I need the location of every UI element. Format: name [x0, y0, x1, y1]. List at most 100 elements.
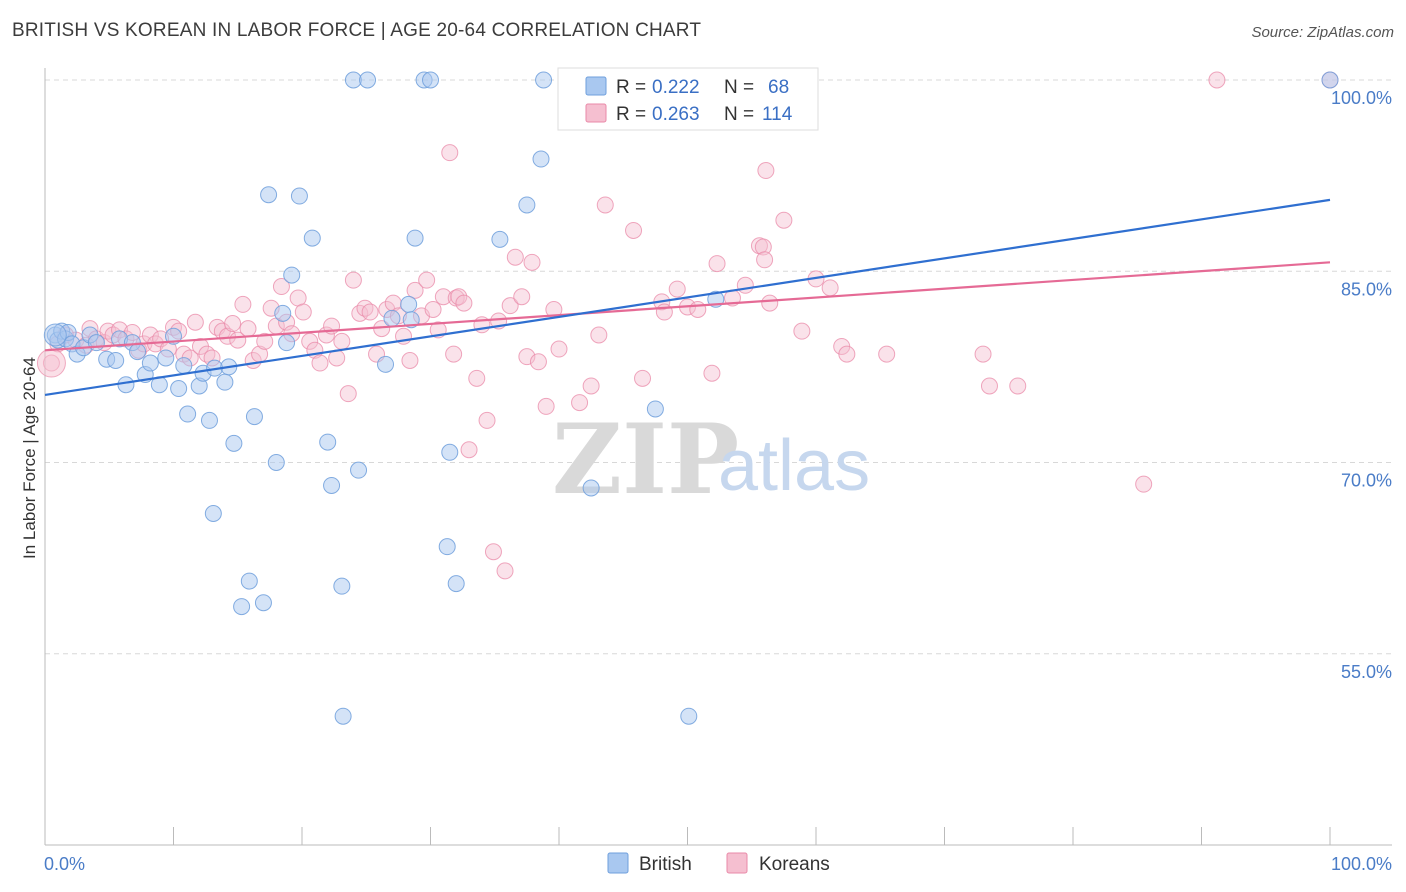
watermark-zip: ZIP	[552, 403, 739, 516]
korean-point-89	[550, 340, 568, 358]
korean-point-51	[339, 385, 357, 403]
british-point-52	[400, 295, 418, 313]
korean-point-44	[301, 332, 319, 350]
british-point-44	[323, 476, 341, 494]
korean-point-78	[484, 543, 502, 561]
british-point-35	[254, 594, 272, 612]
y-axis-label: In Labor Force | Age 20-64	[20, 357, 39, 559]
korean-point-87	[537, 397, 555, 415]
british-point-51	[383, 309, 401, 327]
legend-british-n-value: 68	[768, 77, 789, 98]
korean-point-109	[757, 162, 775, 180]
x-tick-label-1: 100.0%	[1331, 854, 1392, 874]
y-tick-label-3: 100.0%	[1331, 88, 1392, 108]
korean-point-96	[634, 369, 652, 387]
british-point-31	[225, 434, 243, 452]
korean-point-121	[1135, 475, 1153, 493]
bottom-legend-british-label: British	[639, 854, 692, 875]
chart-title: BRITISH VS KOREAN IN LABOR FORCE | AGE 2…	[12, 20, 702, 41]
korean-point-101	[689, 301, 707, 318]
british-point-65	[646, 400, 664, 418]
korean-point-105	[736, 276, 754, 294]
bottom-legend-british-swatch	[607, 852, 629, 874]
korean-point-cluster	[36, 348, 66, 378]
legend-korean-swatch	[585, 103, 607, 123]
korean-point-118	[974, 345, 992, 363]
british-point-40	[283, 266, 301, 284]
korean-point-81	[501, 297, 519, 315]
bottom-legend: British Koreans	[607, 852, 830, 875]
british-point-61	[518, 196, 536, 214]
legend-korean-n-value: 114	[762, 104, 793, 125]
bottom-legend-korean-swatch	[726, 852, 748, 874]
korean-point-85	[523, 253, 541, 271]
british-point-68	[1321, 71, 1339, 89]
british-point-42	[303, 229, 321, 247]
korean-point-108	[756, 251, 774, 269]
korean-point-102	[703, 364, 721, 382]
y-tick-label-0: 55.0%	[1341, 662, 1392, 682]
korean-point-32	[234, 295, 252, 313]
x-tick-labels: 0.0% 100.0%	[44, 854, 1392, 874]
korean-trendline	[44, 261, 1331, 352]
y-tick-label-1: 70.0%	[1341, 471, 1392, 491]
british-point-41	[290, 187, 308, 205]
british-point-37	[267, 454, 285, 471]
legend-british-r-label: R =	[616, 77, 646, 98]
legend-box: R = 0.222 N = 68 R = 0.263 N = 114	[557, 67, 819, 131]
british-point-45	[333, 577, 351, 595]
british-point-23	[179, 405, 197, 423]
x-tick-label-0: 0.0%	[44, 854, 85, 874]
british-point-36	[260, 186, 278, 204]
british-point-46	[334, 707, 352, 725]
korean-point-114	[821, 279, 839, 297]
source-label: Source: ZipAtlas.com	[1251, 24, 1394, 41]
korean-point-62	[401, 352, 419, 369]
british-point-49	[359, 71, 377, 89]
korean-point-50	[333, 332, 351, 350]
british-point-50	[377, 355, 395, 373]
korean-point-86	[529, 353, 547, 371]
korean-point-39	[272, 278, 290, 296]
legend-korean-r-value: 0.263	[652, 104, 700, 125]
korean-point-73	[455, 294, 473, 312]
y-tick-label-2: 85.0%	[1341, 279, 1392, 299]
british-point-34	[245, 408, 263, 426]
british-point-cluster	[43, 323, 67, 347]
british-point-62	[532, 150, 550, 168]
korean-point-94	[596, 196, 614, 214]
gridlines	[45, 79, 1392, 655]
korean-point-46	[311, 354, 329, 372]
axes	[44, 68, 1392, 846]
british-point-60	[491, 230, 509, 248]
bottom-legend-korean-label: Koreans	[759, 854, 830, 875]
british-point-17	[141, 354, 159, 372]
korean-point-95	[625, 221, 643, 239]
british-point-11	[107, 352, 125, 369]
british-point-13	[117, 376, 135, 394]
british-point-19	[157, 349, 175, 367]
british-point-38	[274, 304, 292, 322]
korean-point-112	[793, 322, 811, 340]
korean-point-103	[708, 255, 726, 273]
british-point-58	[438, 538, 456, 556]
korean-point-91	[571, 394, 589, 412]
korean-point-52	[344, 271, 362, 289]
y-tick-labels: 55.0% 70.0% 85.0% 100.0%	[1331, 88, 1392, 682]
legend-british-n-label: N =	[724, 77, 754, 98]
korean-point-110	[761, 294, 779, 312]
korean-point-66	[424, 301, 442, 318]
korean-point-36	[256, 332, 274, 350]
watermark: ZIP atlas	[552, 403, 870, 516]
korean-point-77	[478, 411, 496, 429]
korean-point-111	[775, 211, 793, 229]
korean-point-33	[239, 320, 257, 338]
legend-british-swatch	[585, 76, 607, 96]
korean-point-70	[445, 345, 463, 363]
british-point-22	[175, 357, 193, 375]
korean-point-117	[878, 345, 896, 363]
korean-point-120	[1009, 377, 1027, 395]
british-point-64	[582, 479, 600, 497]
korean-point-83	[513, 288, 531, 306]
british-points	[43, 71, 1339, 725]
